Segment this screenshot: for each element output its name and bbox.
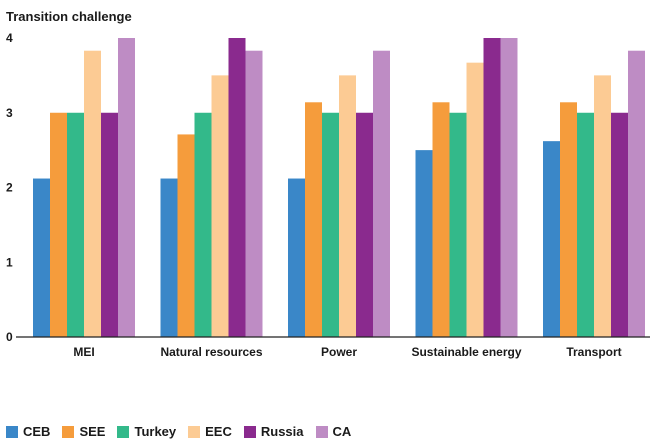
legend-item-eec: EEC	[188, 424, 232, 439]
x-tick-label: MEI	[73, 345, 94, 359]
bar-ca-natural-resources	[245, 50, 263, 338]
legend-label: CEB	[23, 424, 51, 439]
bar-eec-mei	[84, 50, 101, 338]
bar-see-mei	[50, 112, 67, 337]
bar-see-natural-resources	[177, 134, 195, 337]
bar-ca-power	[373, 50, 390, 338]
bar-ca-transport	[628, 50, 645, 338]
bar-russia-power	[356, 112, 373, 337]
bar-russia-natural-resources	[228, 38, 246, 337]
y-tick-label: 4	[6, 31, 13, 45]
legend-item-turkey: Turkey	[117, 424, 176, 439]
y-tick-label: 3	[6, 106, 13, 120]
legend-swatch	[6, 425, 18, 438]
legend-label: EEC	[205, 424, 232, 439]
y-axis-title: Transition challenge	[6, 9, 132, 24]
bar-ceb-power	[288, 178, 305, 337]
bar-ceb-transport	[543, 141, 560, 337]
bar-eec-power	[339, 75, 356, 337]
bar-see-sustainable-energy	[432, 102, 450, 337]
bar-eec-transport	[594, 75, 611, 337]
plot-area	[33, 38, 645, 338]
bar-ca-sustainable-energy	[500, 38, 518, 337]
bar-eec-sustainable-energy	[466, 62, 484, 337]
bar-see-transport	[560, 102, 577, 337]
legend-item-russia: Russia	[243, 424, 304, 439]
y-tick-label: 1	[6, 255, 13, 269]
bar-turkey-mei	[67, 112, 84, 337]
legend-swatch	[62, 425, 75, 438]
bar-turkey-natural-resources	[194, 112, 212, 337]
legend-label: SEE	[79, 424, 106, 439]
x-axis: MEI Natural resources Power Sustainable ene…	[73, 345, 621, 359]
x-tick-label: Power	[321, 345, 357, 359]
bar-eec-natural-resources	[211, 75, 229, 337]
bar-turkey-sustainable-energy	[449, 112, 467, 337]
bar-turkey-transport	[577, 112, 594, 337]
bar-ca-mei	[118, 38, 135, 337]
bar-ceb-sustainable-energy	[415, 150, 433, 337]
legend-label: CA	[332, 424, 352, 439]
x-tick-label: Sustainable energy	[411, 345, 521, 359]
legend-label: Russia	[260, 424, 304, 439]
legend-item-ca: CA	[315, 424, 352, 439]
bar-turkey-power	[322, 112, 339, 337]
y-tick-label: 2	[6, 181, 13, 195]
y-axis: 0 1 2 3 4	[6, 31, 13, 344]
bar-russia-transport	[611, 112, 628, 337]
legend-swatch	[117, 425, 130, 438]
legend-label: Turkey	[134, 424, 177, 439]
bar-russia-sustainable-energy	[483, 38, 501, 337]
x-tick-label: Natural resources	[160, 345, 262, 359]
legend-swatch	[315, 425, 328, 438]
legend: CEB SEE Turkey EEC Russia CA	[6, 424, 363, 439]
bar-russia-mei	[101, 112, 118, 337]
legend-swatch	[188, 425, 201, 438]
legend-item-see: SEE	[62, 424, 105, 439]
y-tick-label: 0	[6, 330, 13, 344]
bar-ceb-natural-resources	[160, 178, 178, 337]
legend-item-ceb: CEB	[6, 424, 50, 439]
x-tick-label: Transport	[566, 345, 621, 359]
bar-see-power	[305, 102, 322, 337]
legend-swatch	[243, 425, 256, 438]
bar-ceb-mei	[33, 178, 50, 337]
